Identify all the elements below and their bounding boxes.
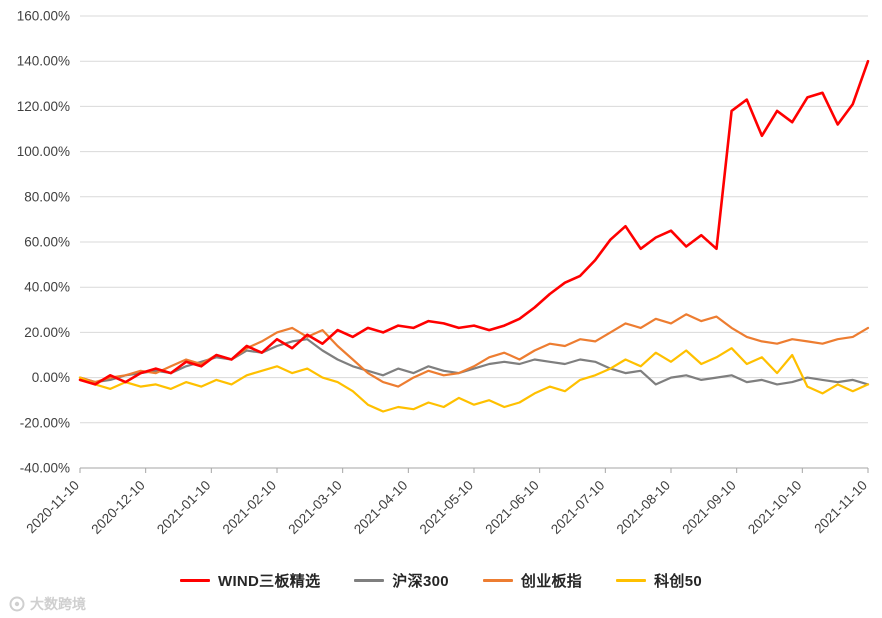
- watermark: 大数跨境: [8, 594, 86, 614]
- x-tick-label: 2021-10-10: [745, 478, 804, 537]
- y-tick-label: -40.00%: [20, 461, 70, 476]
- x-tick-label: 2021-06-10: [482, 478, 541, 537]
- series-line-wind-sanban: [78, 59, 870, 386]
- y-tick-label: 40.00%: [24, 280, 70, 295]
- legend: WIND三板精选 沪深300 创业板指 科创50: [0, 570, 882, 591]
- y-tick-label: 0.00%: [32, 370, 70, 385]
- x-tick-label: 2021-02-10: [220, 478, 279, 537]
- y-tick-label: 100.00%: [17, 144, 70, 159]
- legend-swatch-hushen300: [354, 579, 385, 582]
- x-tick-label: 2021-01-10: [154, 478, 213, 537]
- legend-label-chuangyeban: 创业板指: [520, 573, 583, 590]
- y-tick-label: 80.00%: [24, 189, 70, 204]
- legend-label-hushen300: 沪深300: [392, 573, 449, 590]
- x-tick-label: 2021-05-10: [417, 478, 476, 537]
- x-tick-label: 2021-11-10: [811, 478, 870, 537]
- legend-swatch-kechuang50: [616, 579, 647, 582]
- legend-swatch-wind-sanban: [179, 579, 210, 582]
- y-tick-label: 60.00%: [24, 235, 70, 250]
- x-tick-label: 2021-07-10: [548, 478, 607, 537]
- watermark-text: 大数跨境: [30, 596, 86, 612]
- x-tick-label: 2020-12-10: [88, 478, 147, 537]
- legend-label-wind-sanban: WIND三板精选: [217, 573, 321, 590]
- x-tick-label: 2021-04-10: [351, 478, 410, 537]
- line-chart: -40.00% -20.00% 0.00% 20.00% 40.00% 60.00% 80.…: [17, 9, 870, 537]
- legend-item-hushen300: 沪深300: [354, 570, 449, 591]
- x-tick-label: 2021-08-10: [614, 478, 673, 537]
- legend-swatch-chuangyeban: [482, 579, 513, 582]
- x-tick-label: 2021-09-10: [679, 478, 738, 537]
- y-tick-label: 160.00%: [17, 9, 70, 24]
- legend-label-kechuang50: 科创50: [654, 573, 702, 590]
- y-tick-label: 140.00%: [17, 54, 70, 69]
- watermark-logo-icon: [8, 595, 26, 613]
- y-tick-label: 120.00%: [17, 99, 70, 114]
- x-tick-label: 2020-11-10: [23, 478, 82, 537]
- legend-item-kechuang50: 科创50: [616, 570, 702, 591]
- y-tick-label: 20.00%: [24, 325, 70, 340]
- legend-item-wind-sanban: WIND三板精选: [179, 570, 321, 591]
- series-line-kechuang50: [78, 347, 870, 413]
- legend-item-chuangyeban: 创业板指: [482, 570, 583, 591]
- y-tick-label: -20.00%: [20, 415, 70, 430]
- x-tick-label: 2021-03-10: [285, 478, 344, 537]
